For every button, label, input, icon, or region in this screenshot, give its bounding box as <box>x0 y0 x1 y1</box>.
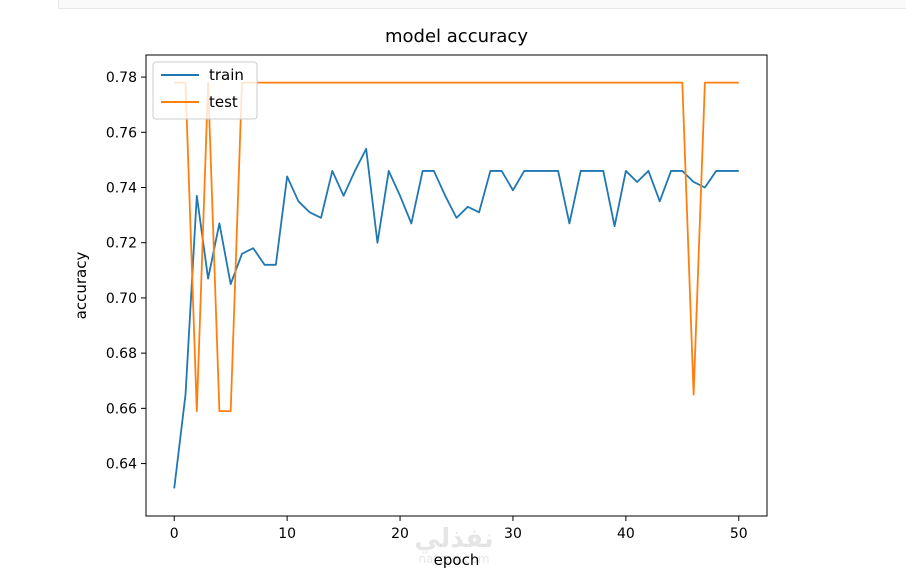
notebook-cell-border <box>58 0 906 9</box>
y-tick-label: 0.68 <box>106 346 137 362</box>
y-tick-label: 0.70 <box>106 291 137 307</box>
legend-label-test: test <box>209 93 238 111</box>
y-tick-label: 0.76 <box>106 125 137 141</box>
y-tick-label: 0.72 <box>106 236 137 252</box>
watermark-latin: nafezly.com <box>418 552 490 566</box>
chart-title: model accuracy <box>385 26 528 47</box>
series-line-test <box>174 81 739 413</box>
legend-box <box>152 61 258 120</box>
watermark-arabic: نفذلي <box>414 524 494 554</box>
x-tick-label: 0 <box>170 526 179 542</box>
x-tick-label: 40 <box>617 526 635 542</box>
x-tick-label: 30 <box>504 526 522 542</box>
y-axis-label: accuracy <box>72 252 90 320</box>
watermark: نفذلي nafezly.com <box>398 526 510 566</box>
y-tick-label: 0.64 <box>106 457 137 473</box>
x-tick-label: 20 <box>391 526 409 542</box>
series-line-train <box>173 147 739 489</box>
plot-frame <box>145 54 768 517</box>
y-tick-label: 0.78 <box>106 70 137 86</box>
y-tick-label: 0.74 <box>106 181 137 197</box>
y-tick-label: 0.66 <box>106 401 137 417</box>
x-axis-label: epoch <box>434 551 480 569</box>
legend-label-train: train <box>209 66 244 84</box>
x-tick-label: 50 <box>730 526 748 542</box>
x-tick-label: 10 <box>278 526 296 542</box>
